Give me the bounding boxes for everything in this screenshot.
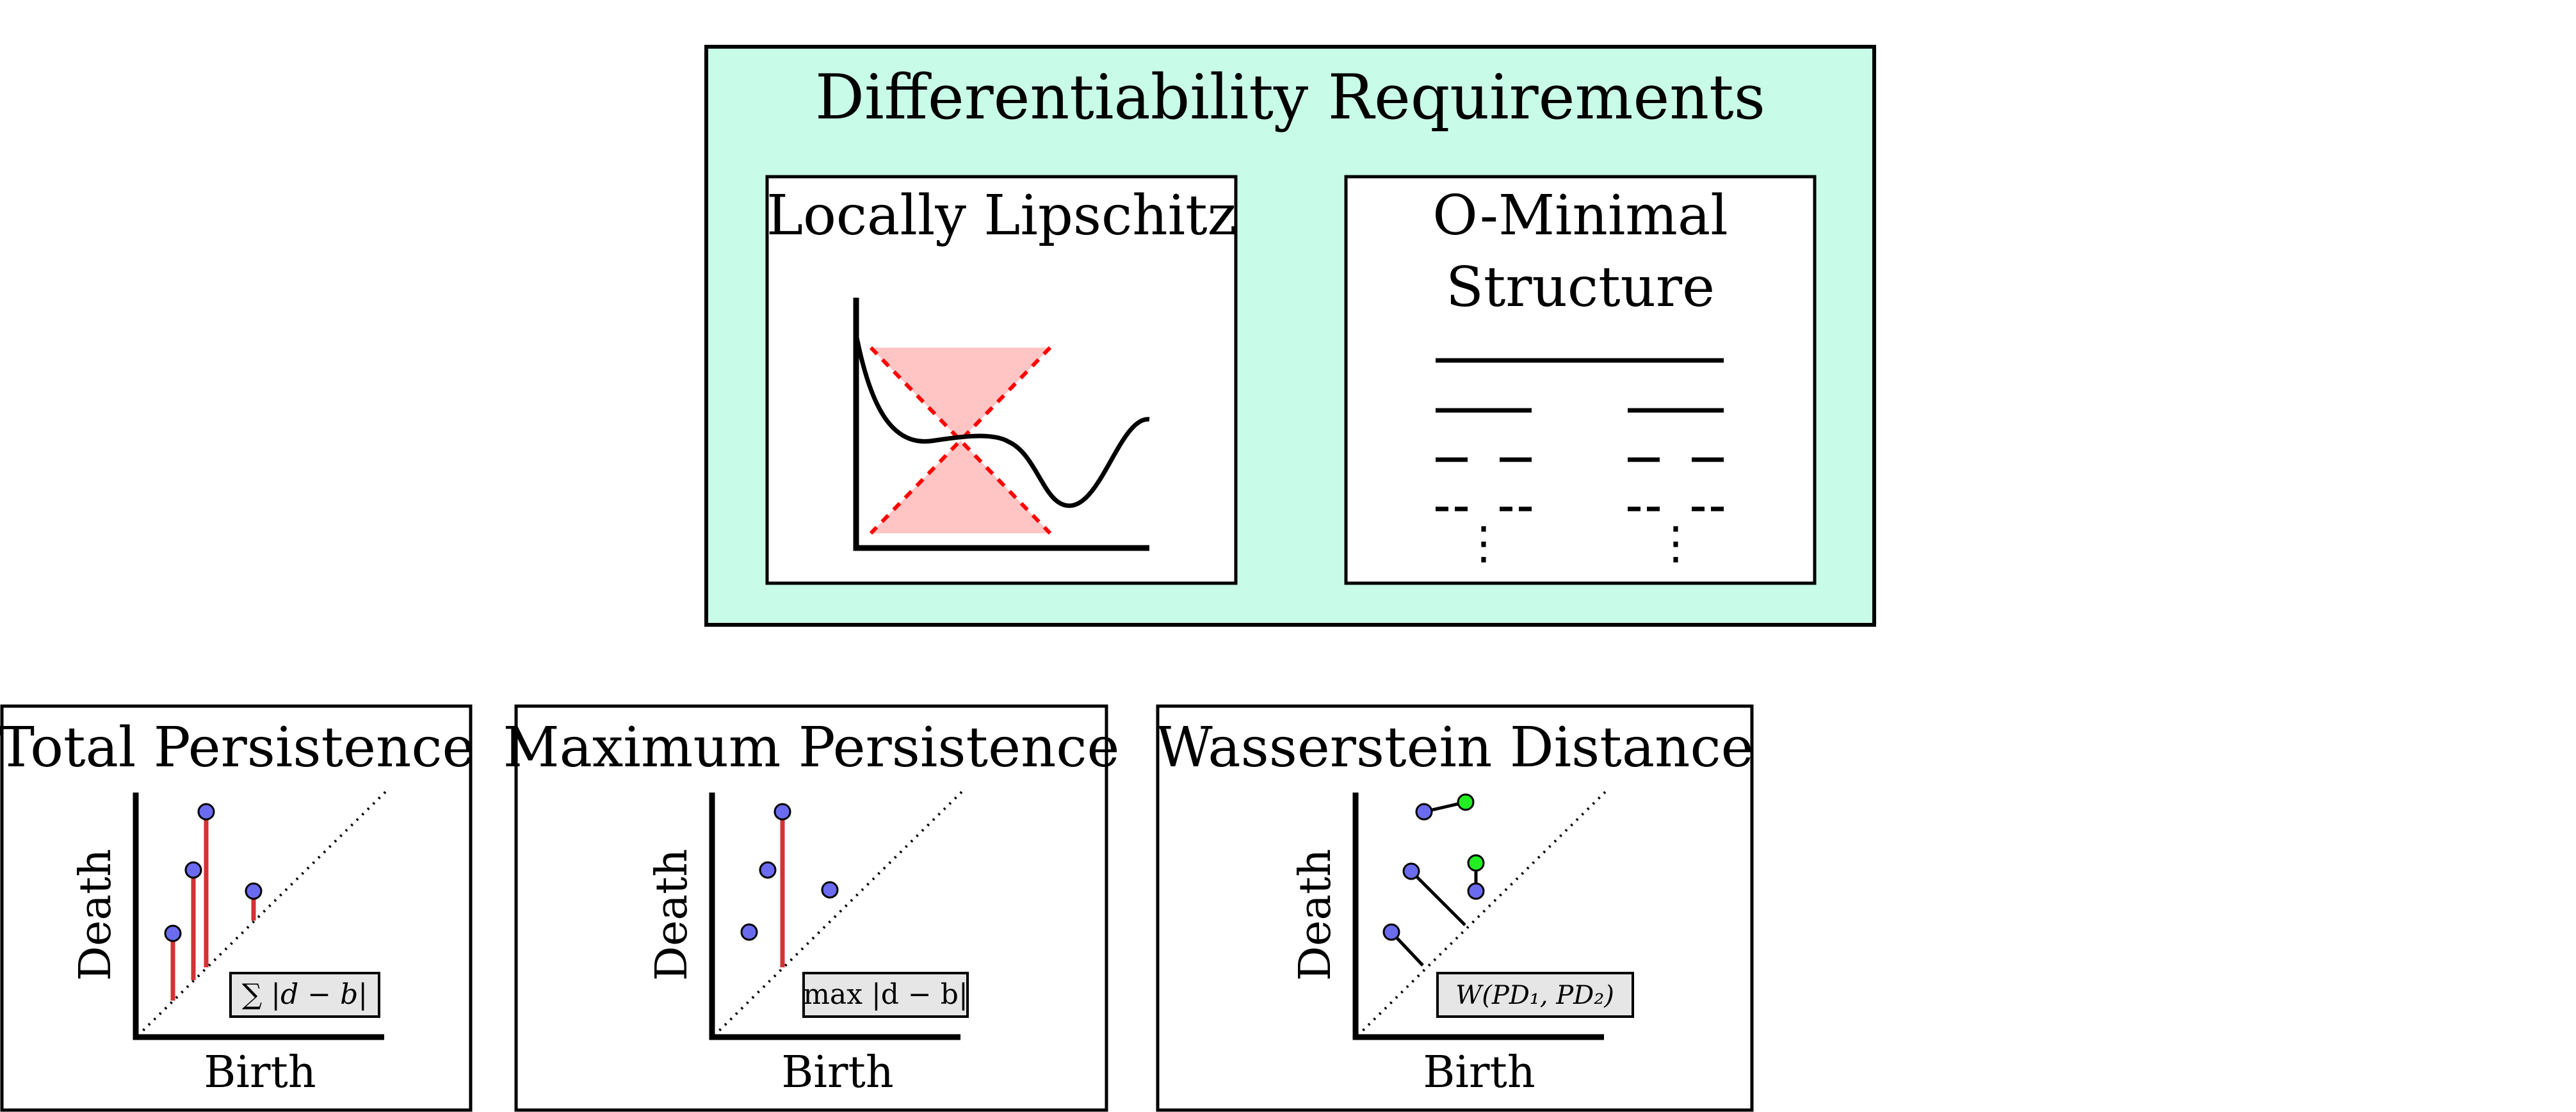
point (184, 861, 202, 879)
lipschitz-panel: Locally Lipschitz (765, 175, 1238, 585)
axes (1352, 793, 1604, 1040)
lipschitz-title: Locally Lipschitz (766, 184, 1236, 248)
y-label: Death (70, 849, 121, 981)
wasserstein-panel: Wasserstein Distance W(PD₁, PD₂) Birth D… (1156, 704, 1754, 1112)
wasserstein-title: Wasserstein Distance (1156, 716, 1753, 780)
point (1467, 882, 1485, 900)
maximum-persistence-panel: Maximum Persistence max |d − b| Birth De… (503, 704, 1120, 1112)
point (1402, 862, 1420, 880)
point (774, 803, 791, 821)
formula-box (229, 972, 380, 1018)
x-label: Birth (781, 1047, 893, 1098)
maximum-title: Maximum Persistence (503, 716, 1120, 780)
lipschitz-curve (854, 334, 1150, 508)
formula-box (1436, 972, 1634, 1018)
point (740, 923, 758, 941)
ominimal-title-line1: O-Minimal (1432, 184, 1728, 248)
point (245, 882, 263, 900)
total-persistence-panel: Total Persistence ∑ |d − b| Birth Death (0, 704, 474, 1112)
ominimal-panel: O-Minimal Structure ⋮ ⋮ (1344, 175, 1817, 585)
formula-box (802, 972, 969, 1018)
point (1415, 803, 1433, 821)
ominimal-dots-right: ⋮ (1653, 517, 1698, 569)
ominimal-title-line2: Structure (1446, 255, 1715, 319)
point (821, 881, 839, 899)
lipschitz-cone (871, 348, 1050, 533)
persistence-bars (170, 812, 256, 1001)
requirements-box: Differentiability Requirements Locally L… (704, 45, 1876, 627)
ominimal-lines (1436, 358, 1724, 512)
formula: max |d − b| (803, 978, 968, 1011)
point (759, 861, 777, 879)
point-alt (1457, 793, 1475, 811)
axes (709, 793, 960, 1040)
x-label: Birth (1423, 1047, 1535, 1098)
lipschitz-axes (853, 298, 1149, 551)
formula: W(PD₁, PD₂) (1455, 981, 1614, 1010)
persistence-points (740, 803, 839, 941)
point (197, 803, 215, 821)
ominimal-dots-left: ⋮ (1461, 517, 1506, 569)
persistence-points (164, 803, 263, 942)
x-label: Birth (204, 1047, 316, 1098)
lipschitz-plot (853, 298, 1150, 551)
y-label: Death (1290, 849, 1341, 981)
alt-diagram-points (1457, 793, 1485, 872)
y-label: Death (647, 849, 697, 981)
point (1382, 923, 1400, 941)
point-alt (1467, 854, 1485, 872)
point (164, 924, 182, 942)
formula: ∑ |d − b| (242, 978, 368, 1011)
total-title: Total Persistence (0, 716, 474, 780)
axes (133, 793, 384, 1040)
requirements-title: Differentiability Requirements (815, 61, 1765, 133)
persistence-points (1382, 803, 1485, 941)
